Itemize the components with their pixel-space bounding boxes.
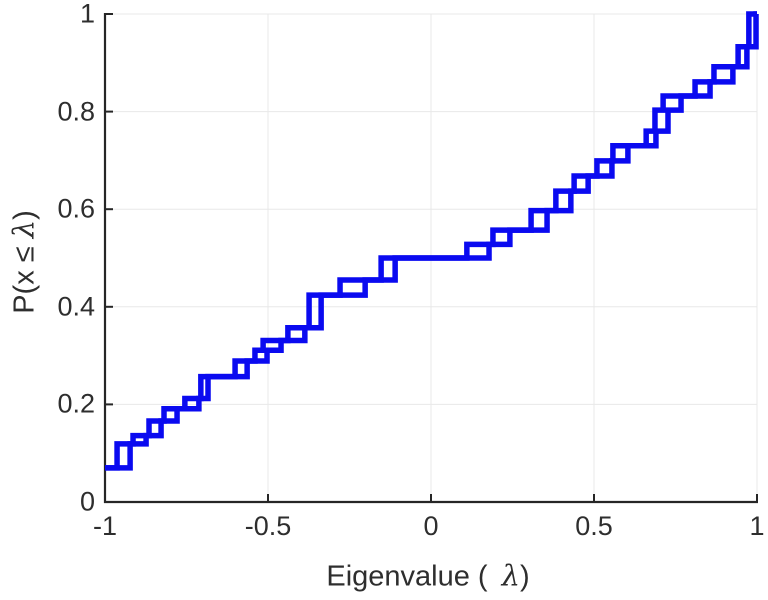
lambda-symbol: λ	[501, 558, 520, 593]
x-tick-label: 0	[423, 511, 439, 541]
tick-marks	[104, 13, 758, 503]
x-axis-label-text: Eigenvalue (	[326, 560, 488, 593]
x-tick-label: -0.5	[244, 511, 292, 541]
y-axis-label-close: )	[8, 210, 41, 220]
y-tick-label: 0.6	[57, 193, 95, 224]
x-tick-label: 1	[749, 511, 765, 541]
x-axis-label: Eigenvalue ( λ)	[326, 559, 529, 594]
cdf-curve	[105, 11, 759, 471]
lambda-symbol: λ	[6, 219, 41, 239]
cdf-curve-leading-steps	[105, 11, 757, 471]
y-tick-label: 0.8	[57, 96, 95, 127]
y-axis-label: P(x ≤ λ)	[7, 210, 42, 314]
y-tick-label: 0	[79, 486, 95, 517]
y-tick-label: 0.2	[57, 388, 95, 419]
x-axis-label-close: )	[519, 560, 530, 593]
grid-lines	[105, 13, 758, 502]
y-tick-label: 0.4	[57, 291, 95, 322]
x-tick-label: 0.5	[575, 511, 613, 541]
x-tick-label: -1	[92, 511, 118, 541]
y-tick-label: 1	[79, 0, 95, 29]
y-axis-label-text: P(x ≤	[8, 238, 41, 314]
